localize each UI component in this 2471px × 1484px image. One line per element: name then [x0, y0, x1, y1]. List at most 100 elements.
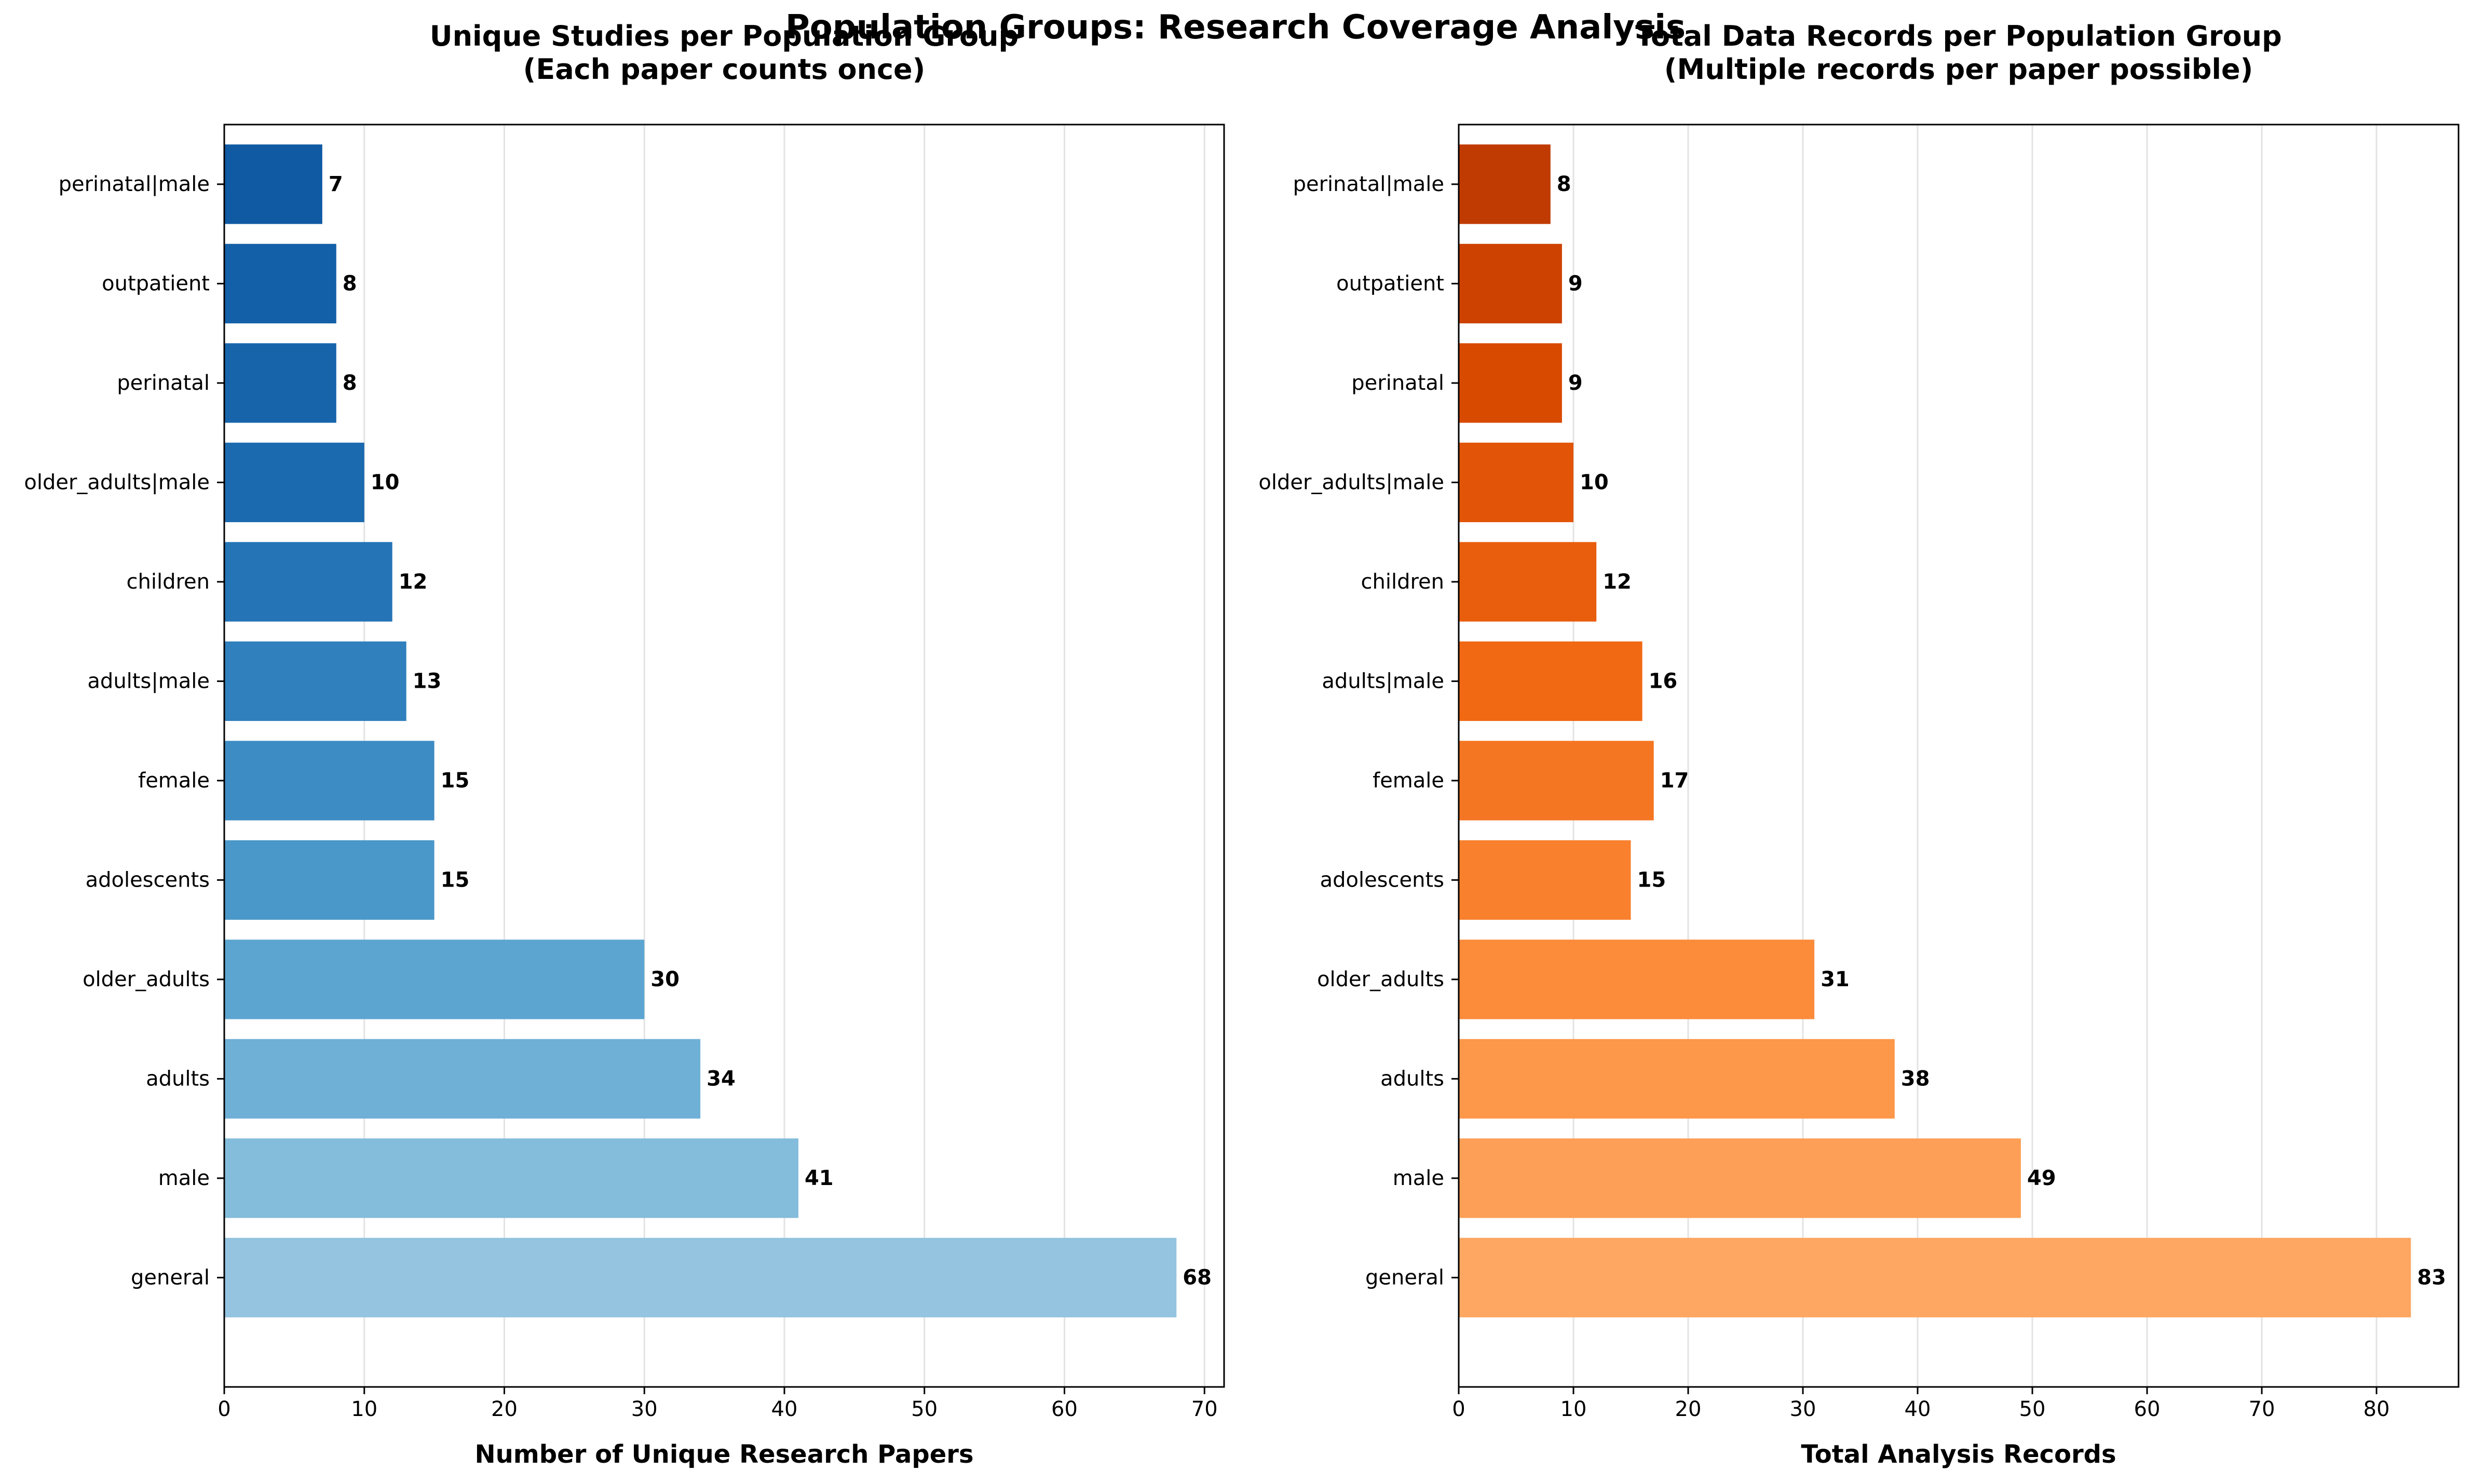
- x-axis-label: Total Analysis Records: [1801, 1440, 2116, 1469]
- x-tick-label: 60: [2134, 1397, 2161, 1421]
- bar-general: [224, 1237, 1177, 1317]
- x-tick-label: 50: [911, 1397, 938, 1421]
- figure-suptitle: Population Groups: Research Coverage Ana…: [785, 8, 1686, 47]
- bar-value-label: 17: [1660, 769, 1689, 793]
- bar-value-label: 10: [1580, 470, 1609, 494]
- x-tick-label: 40: [1905, 1397, 1931, 1421]
- bar-outpatient: [1459, 243, 1562, 323]
- y-tick-label: children: [127, 570, 210, 594]
- bar-value-label: 15: [1637, 868, 1666, 892]
- y-tick-label: adolescents: [1320, 868, 1444, 892]
- chart-title-line: (Each paper counts once): [523, 53, 926, 86]
- x-tick-label: 70: [2249, 1397, 2275, 1421]
- y-tick-label: general: [1365, 1265, 1444, 1289]
- y-tick-label: adults|male: [1322, 669, 1444, 693]
- x-tick-label: 0: [218, 1397, 230, 1421]
- bar-value-label: 41: [805, 1166, 834, 1190]
- bar-female: [224, 741, 435, 821]
- bar-adults|male: [224, 641, 406, 721]
- bar-children: [224, 542, 392, 622]
- bar-value-label: 8: [343, 271, 357, 295]
- bar-adults: [224, 1039, 701, 1119]
- bar-perinatal|male: [1459, 144, 1551, 224]
- y-tick-label: perinatal|male: [1293, 172, 1444, 196]
- bar-male: [224, 1138, 798, 1218]
- bar-female: [1459, 741, 1654, 821]
- y-tick-label: perinatal: [117, 371, 210, 395]
- x-tick-label: 0: [1452, 1397, 1465, 1421]
- y-tick-label: perinatal|male: [59, 172, 210, 196]
- bar-adolescents: [224, 840, 435, 920]
- bar-value-label: 15: [441, 769, 470, 793]
- bar-adults: [1459, 1039, 1895, 1119]
- bar-value-label: 12: [1603, 570, 1632, 594]
- bar-value-label: 49: [2027, 1166, 2056, 1190]
- y-tick-label: female: [138, 769, 210, 793]
- y-tick-label: older_adults: [83, 968, 210, 991]
- x-tick-label: 20: [491, 1397, 518, 1421]
- x-tick-label: 60: [1051, 1397, 1078, 1421]
- bar-value-label: 31: [1821, 968, 1850, 991]
- axes-frame: [1458, 124, 2460, 1388]
- bar-value-label: 16: [1649, 669, 1678, 693]
- bar-older_adults: [1459, 940, 1815, 1019]
- y-tick-label: male: [1393, 1166, 1444, 1190]
- bar-value-label: 9: [1568, 271, 1583, 295]
- x-tick-label: 10: [1560, 1397, 1587, 1421]
- y-tick-label: male: [158, 1166, 210, 1190]
- y-tick-label: general: [131, 1265, 210, 1289]
- bar-older_adults|male: [224, 442, 364, 522]
- x-tick-label: 20: [1675, 1397, 1702, 1421]
- bar-value-label: 8: [343, 371, 357, 395]
- y-tick-label: children: [1361, 570, 1445, 594]
- bar-value-label: 38: [1901, 1067, 1930, 1091]
- y-tick-label: female: [1373, 769, 1444, 793]
- x-tick-label: 50: [2019, 1397, 2046, 1421]
- bar-value-label: 10: [371, 470, 400, 494]
- bar-value-label: 12: [399, 570, 428, 594]
- bar-value-label: 15: [441, 868, 470, 892]
- bar-older_adults|male: [1459, 442, 1573, 522]
- bar-male: [1459, 1138, 2021, 1218]
- bar-outpatient: [224, 243, 336, 323]
- y-tick-label: older_adults: [1317, 968, 1444, 991]
- bar-value-label: 68: [1183, 1265, 1212, 1289]
- bar-older_adults: [224, 940, 645, 1019]
- y-tick-label: outpatient: [102, 271, 210, 295]
- bar-general: [1459, 1237, 2411, 1317]
- y-tick-label: adults: [1380, 1067, 1444, 1091]
- bar-perinatal: [224, 343, 336, 423]
- chart-title-line: Unique Studies per Population Group: [430, 20, 1019, 52]
- bar-adults|male: [1459, 641, 1642, 721]
- chart-title-line: Total Data Records per Population Group: [1635, 20, 2282, 52]
- y-tick-label: adults: [146, 1067, 210, 1091]
- y-tick-label: outpatient: [1336, 271, 1444, 295]
- y-tick-label: older_adults|male: [1258, 470, 1444, 494]
- x-tick-label: 80: [2364, 1397, 2390, 1421]
- x-tick-label: 70: [1191, 1397, 1218, 1421]
- bar-value-label: 34: [707, 1067, 736, 1091]
- chart-title-line: (Multiple records per paper possible): [1664, 53, 2253, 86]
- bar-children: [1459, 542, 1597, 622]
- y-tick-label: older_adults|male: [24, 470, 210, 494]
- bar-adolescents: [1459, 840, 1631, 920]
- bar-value-label: 13: [413, 669, 442, 693]
- bar-value-label: 30: [650, 968, 680, 991]
- bar-value-label: 9: [1568, 371, 1583, 395]
- bar-value-label: 7: [329, 172, 343, 196]
- y-tick-label: perinatal: [1351, 371, 1444, 395]
- x-tick-label: 30: [1790, 1397, 1816, 1421]
- x-axis-label: Number of Unique Research Papers: [474, 1440, 973, 1469]
- x-tick-label: 40: [771, 1397, 798, 1421]
- axes-frame: [223, 124, 1225, 1388]
- bar-perinatal|male: [224, 144, 322, 224]
- bar-value-label: 8: [1557, 172, 1571, 196]
- bar-value-label: 83: [2417, 1265, 2446, 1289]
- y-tick-label: adults|male: [87, 669, 210, 693]
- x-tick-label: 10: [351, 1397, 377, 1421]
- y-tick-label: adolescents: [86, 868, 210, 892]
